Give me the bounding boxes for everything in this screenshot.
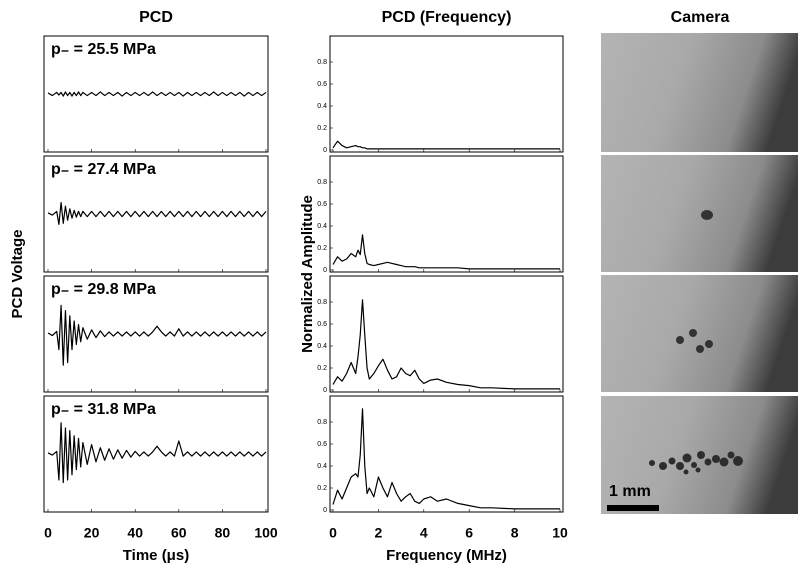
x-tick-label: 6 <box>465 525 473 541</box>
y-axis-label: Normalized Amplitude <box>299 195 316 353</box>
panel-frame <box>43 35 269 153</box>
signal-line <box>332 408 560 510</box>
panel-frame <box>43 395 269 513</box>
signal-line <box>47 304 267 366</box>
y-tick-label: 0 <box>323 507 327 514</box>
signal-line <box>332 299 560 390</box>
panel-frame <box>329 395 564 513</box>
x-tick-label: 40 <box>127 525 143 541</box>
y-tick-label: 0.8 <box>317 179 327 186</box>
panel-frame <box>43 275 269 393</box>
y-tick-label: 0.6 <box>317 201 327 208</box>
x-axis-label: Time (μs) <box>123 547 189 564</box>
signal-line <box>332 234 560 270</box>
camera-frame <box>601 33 798 152</box>
column-title: Camera <box>671 9 730 26</box>
signal-line <box>47 201 267 225</box>
scale-bar <box>607 505 659 511</box>
y-tick-label: 0.6 <box>317 441 327 448</box>
x-tick-label: 10 <box>552 525 568 541</box>
y-tick-label: 0.4 <box>317 463 327 470</box>
camera-frame <box>601 155 798 272</box>
y-tick-label: 0.8 <box>317 419 327 426</box>
y-tick-label: 0.2 <box>317 125 327 132</box>
x-tick-label: 60 <box>171 525 187 541</box>
signal-line <box>47 91 267 97</box>
x-axis-label: Frequency (MHz) <box>386 547 507 564</box>
x-tick-label: 2 <box>375 525 383 541</box>
camera-frame <box>601 275 798 392</box>
y-tick-label: 0 <box>323 147 327 154</box>
bubbles <box>649 451 743 475</box>
pressure-label: p₋ = 29.8 MPa <box>51 281 156 298</box>
x-tick-label: 0 <box>329 525 337 541</box>
signal-line <box>47 422 267 484</box>
y-tick-label: 0.6 <box>317 81 327 88</box>
x-tick-label: 20 <box>84 525 100 541</box>
panel-frame <box>43 155 269 273</box>
y-tick-label: 0.2 <box>317 365 327 372</box>
signal-line <box>332 140 560 150</box>
y-tick-label: 0 <box>323 387 327 394</box>
y-tick-label: 0.4 <box>317 103 327 110</box>
y-tick-label: 0.2 <box>317 245 327 252</box>
column-title: PCD (Frequency) <box>382 9 512 26</box>
panel-frame <box>329 155 564 273</box>
x-tick-label: 0 <box>44 525 52 541</box>
camera-frames: 1 mm <box>601 33 798 514</box>
x-tick-label: 100 <box>254 525 278 541</box>
column-title: PCD <box>139 9 173 26</box>
pressure-label: p₋ = 31.8 MPa <box>51 401 156 418</box>
pressure-label: p₋ = 25.5 MPa <box>51 41 156 58</box>
y-tick-label: 0.4 <box>317 343 327 350</box>
y-tick-label: 0 <box>323 267 327 274</box>
y-tick-label: 0.6 <box>317 321 327 328</box>
x-tick-label: 8 <box>511 525 519 541</box>
x-tick-label: 4 <box>420 525 428 541</box>
y-tick-label: 0.8 <box>317 299 327 306</box>
y-tick-label: 0.8 <box>317 59 327 66</box>
bubble <box>701 210 713 220</box>
x-tick-label: 80 <box>215 525 231 541</box>
panel-frame <box>329 275 564 393</box>
y-tick-label: 0.4 <box>317 223 327 230</box>
pressure-label: p₋ = 27.4 MPa <box>51 161 156 178</box>
scale-bar-label: 1 mm <box>609 483 651 500</box>
y-tick-label: 0.2 <box>317 485 327 492</box>
bubbles <box>676 329 713 353</box>
panel-frame <box>329 35 564 153</box>
y-axis-label: PCD Voltage <box>9 230 26 319</box>
